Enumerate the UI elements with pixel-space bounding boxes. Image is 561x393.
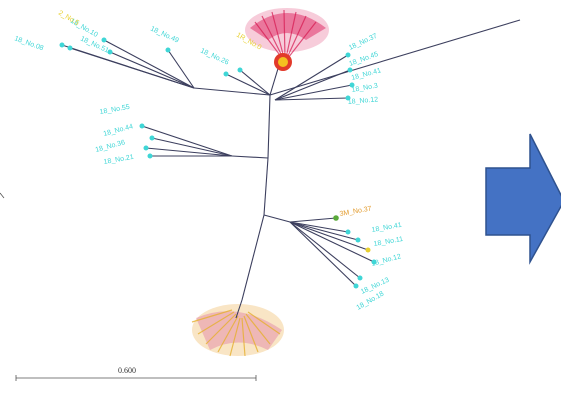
tip-label: 18_No.21	[103, 154, 134, 166]
labels-top-left: 18_No.08 18_No.10 18_No.51 18_No.49 18_N…	[13, 10, 229, 67]
highlight-node	[274, 53, 292, 71]
bottom-orange-cluster	[191, 304, 284, 357]
right-arrow-icon	[485, 133, 561, 265]
tip-label: 18_No.12	[371, 253, 402, 268]
tip-label: 18_No.11	[373, 236, 404, 248]
left-edge-mark	[0, 192, 5, 199]
tip-label: 18_No.49	[149, 25, 180, 44]
tip-label: 18_No.13	[360, 277, 391, 296]
tip-label: 18_No.12	[348, 96, 379, 106]
tip-label: 18_No.37	[348, 33, 379, 52]
tree-branches	[61, 19, 521, 319]
tip-label: 18_No.44	[103, 123, 134, 138]
scale-bar-label: 0.600	[118, 366, 136, 375]
tip-label: 18_No.18	[356, 290, 386, 311]
tip-label: 2_No.5	[57, 10, 80, 27]
labels-mid-left: 18_No.55 18_No.44 18_No.36 18_No.21	[95, 104, 135, 166]
labels-mid-right: 3M_No.37 18_No.41 18_No.11 18_No.12 18_N…	[339, 205, 404, 311]
tip-label: 18_No.3	[351, 82, 378, 94]
tip-label: 18_No.41	[371, 222, 402, 234]
tip-dots	[59, 37, 377, 289]
tip-label: 18_No.55	[99, 104, 130, 116]
top-red-cluster	[245, 8, 329, 59]
tip-label: 3M_No.37	[339, 205, 372, 218]
tip-label: 18_No.45	[348, 51, 379, 68]
tip-label: 18_No.26	[199, 47, 230, 66]
labels-top-right: 18_No.37 18_No.45 18_No.41 18_No.3 18_No…	[348, 33, 382, 106]
scale-bar: 0.600	[15, 366, 257, 381]
tip-label: 18_No.08	[13, 35, 44, 52]
tip-label: 18_No.36	[95, 139, 126, 154]
